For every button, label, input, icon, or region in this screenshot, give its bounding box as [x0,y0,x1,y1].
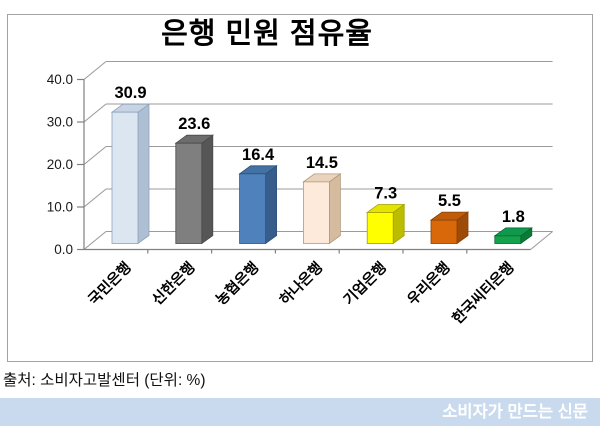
bar-side-face-3 [265,165,278,245]
y-tick-label: 20.0 [47,157,73,172]
y-tick-label: 0.0 [54,242,73,257]
bar-7 [494,235,522,244]
gridline-depth-segment [83,231,107,250]
footer-brand-text: 소비자가 만드는 신문 [442,403,588,421]
bar-value-label-2: 23.6 [178,115,210,133]
bar-4 [302,181,330,244]
bar-value-label-3: 16.4 [242,146,275,164]
footer-banner: 소비자가 만드는 신문 [0,398,600,426]
bar-3 [239,173,267,244]
bar-side-face-4 [328,173,341,245]
source-caption: 출처: 소비자고발센터 (단위: %) [3,372,206,389]
y-tick-label: 30.0 [47,115,73,130]
gridline-depth-segment [83,146,107,165]
bar-2 [175,142,203,244]
x-category-label-3: 농협은행 [212,258,262,308]
y-tick-label: 10.0 [47,200,73,215]
bar-value-label-4: 14.5 [306,154,338,172]
bar-6 [430,219,458,244]
bar-5 [366,212,394,244]
x-category-label-1: 국민은행 [85,259,135,309]
chart-title: 은행 민원 점유율 [161,18,373,50]
floor-right-edge [530,231,553,250]
gridline-depth-segment [83,61,107,80]
x-category-label-7: 한국씨티은행 [449,259,518,328]
x-category-label-4: 하나은행 [276,259,326,309]
y-tick-label: 40.0 [47,72,73,87]
gridline-depth-segment [83,188,107,208]
bar-side-face-2 [201,134,214,245]
chart-frame: 은행 민원 점유율 [7,14,593,362]
bar-1 [111,111,139,244]
bar-value-label-1: 30.9 [114,84,146,102]
bar-value-label-7: 1.8 [502,208,525,226]
x-category-label-6: 우리은행 [404,259,454,309]
bar-value-label-5: 7.3 [374,184,397,202]
x-category-label-2: 신한은행 [149,259,199,309]
x-category-label-5: 기업은행 [340,259,390,309]
gridline-depth-segment [83,103,107,123]
bar-value-label-6: 5.5 [438,192,461,210]
bar-side-face-1 [137,103,150,245]
